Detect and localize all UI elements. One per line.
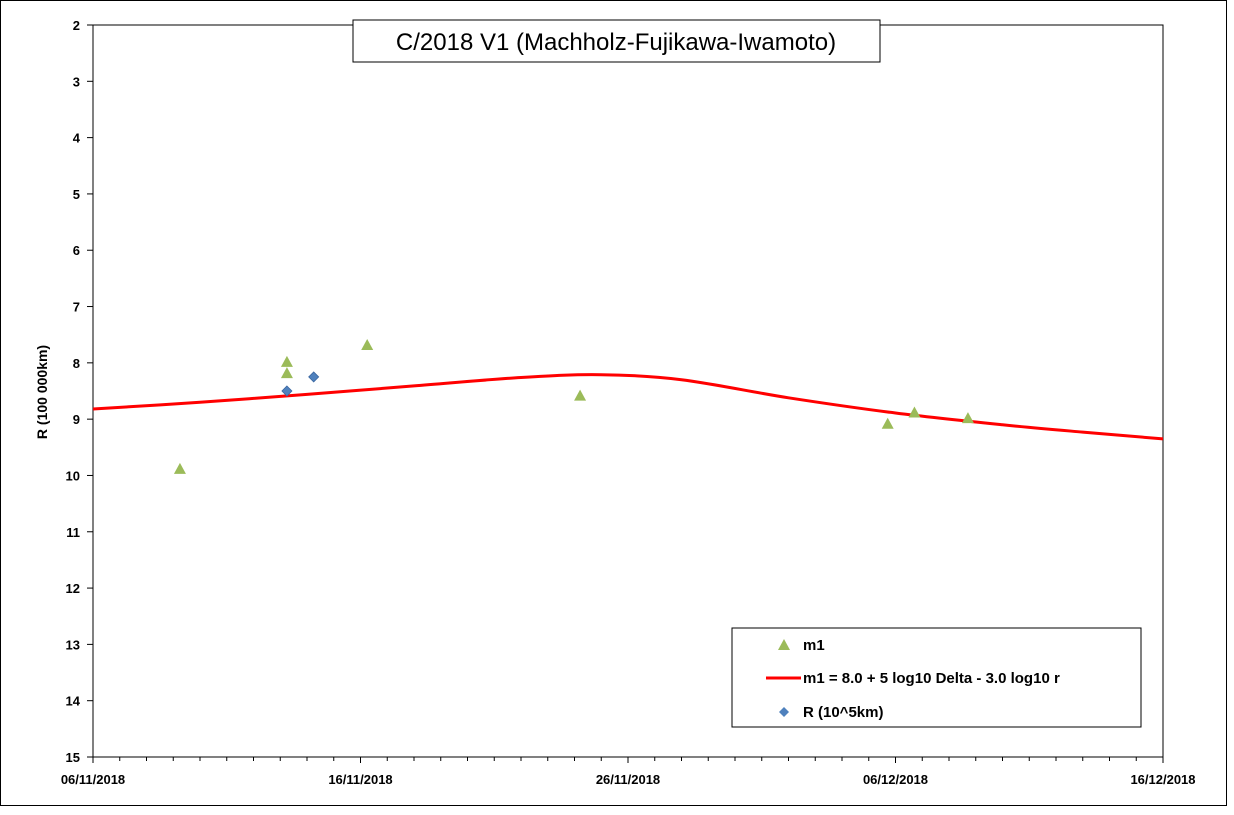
y-tick-label: 9: [73, 412, 80, 427]
y-tick-label: 14: [66, 694, 81, 709]
legend-r-marker: [779, 707, 789, 717]
x-tick-label: 06/11/2018: [61, 772, 125, 787]
legend-r-label: R (10^5km): [803, 704, 883, 721]
m1-point: [574, 389, 587, 401]
x-tick-label: 16/12/2018: [1130, 772, 1195, 787]
r-point: [308, 371, 320, 383]
legend: m1 m1 = 8.0 + 5 log10 Delta - 3.0 log10 …: [731, 627, 1142, 728]
m1-point: [280, 367, 293, 379]
legend-model-label: m1 = 8.0 + 5 log10 Delta - 3.0 log10 r: [803, 670, 1060, 687]
x-tick-label: 06/12/2018: [863, 772, 928, 787]
m1-point: [881, 417, 894, 429]
y-tick-label: 12: [66, 581, 80, 596]
r-point: [281, 385, 293, 397]
y-axis: 2 3 4 5 6 7 8 9 10 11 12 13 14 15: [66, 18, 93, 765]
y-tick-label: 6: [73, 243, 80, 258]
m1-point: [280, 355, 293, 367]
chart-title-box: C/2018 V1 (Machholz-Fujikawa-Iwamoto): [352, 19, 881, 63]
x-axis: 06/11/2018 16/11/2018 26/11/2018 06/12/2018…: [61, 757, 1196, 787]
y-tick-label: 4: [73, 131, 81, 146]
chart-title: C/2018 V1 (Machholz-Fujikawa-Iwamoto): [396, 29, 836, 56]
y-tick-label: 7: [73, 300, 80, 315]
m1-point: [961, 412, 974, 424]
m1-point: [908, 406, 921, 418]
series-layer: [92, 338, 1164, 474]
y-tick-label: 10: [66, 468, 80, 483]
y-tick-label: 2: [73, 18, 80, 33]
m1-point: [361, 338, 374, 350]
y-tick-label: 13: [66, 637, 80, 652]
legend-m1-marker: [778, 639, 790, 650]
y-tick-label: 11: [66, 525, 80, 540]
m1-point: [173, 462, 186, 474]
y-tick-label: 3: [73, 74, 80, 89]
legend-m1-label: m1: [803, 637, 825, 654]
y-tick-label: 8: [73, 356, 80, 371]
x-tick-label: 16/11/2018: [328, 772, 392, 787]
model-curve: [92, 373, 1164, 441]
x-tick-label: 26/11/2018: [596, 772, 660, 787]
y-tick-label: 15: [66, 750, 80, 765]
y-tick-label: 5: [73, 187, 80, 202]
y-axis-title: R (100 000km): [34, 345, 50, 439]
